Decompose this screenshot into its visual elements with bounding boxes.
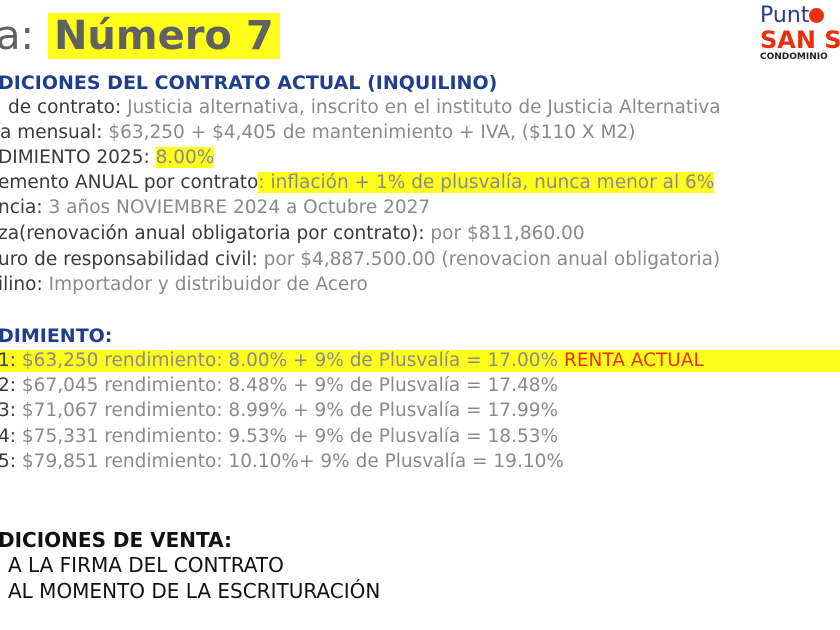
yield-row: 2: $67,045 rendimiento: 8.48% + 9% de Pl… <box>0 375 558 397</box>
logo-line2: SAN S <box>760 26 840 54</box>
contract-conditions-header: DICIONES DEL CONTRATO ACTUAL (INQUILINO) <box>0 72 498 94</box>
contract-row: ilino: Importador y distribuidor de Acer… <box>0 274 368 296</box>
row-label: emento ANUAL por contrato <box>0 172 259 193</box>
row-value: 8.00% <box>155 147 215 168</box>
sale-condition-item: A LA FIRMA DEL CONTRATO <box>8 553 284 577</box>
row-label: 1: <box>0 350 17 371</box>
logo-line1: Punt <box>760 3 810 28</box>
row-label: a mensual: <box>0 122 103 143</box>
yield-row: 5: $79,851 rendimiento: 10.10%+ 9% de Pl… <box>0 451 564 473</box>
row-value: $67,045 rendimiento: 8.48% + 9% de Plusv… <box>21 375 559 396</box>
current-rent-badge: RENTA ACTUAL <box>563 350 704 371</box>
row-value: $63,250 + $4,405 de mantenimiento + IVA,… <box>108 122 636 143</box>
row-label: ilino: <box>0 274 43 295</box>
title-prefix: a: <box>0 13 34 59</box>
row-value: $75,331 rendimiento: 9.53% + 9% de Plusv… <box>21 426 559 447</box>
row-label: uro de responsabilidad civil: <box>0 249 258 270</box>
row-label: 3: <box>0 400 17 421</box>
contract-row: ncia: 3 años NOVIEMBRE 2024 a Octubre 20… <box>0 197 430 219</box>
logo-row: Punt <box>760 4 840 28</box>
row-label: de contrato: <box>8 97 122 118</box>
row-label: 5: <box>0 451 17 472</box>
row-value: por $4,887.500.00 (renovacion anual obli… <box>263 249 721 270</box>
row-label: za(renovación anual obligatoria por cont… <box>0 223 425 244</box>
yield-row: 4: $75,331 rendimiento: 9.53% + 9% de Pl… <box>0 426 558 448</box>
contract-row: emento ANUAL por contrato: inflación + 1… <box>0 172 715 194</box>
row-value: por $811,860.00 <box>430 223 585 244</box>
contract-row: DIMIENTO 2025: 8.00% <box>0 147 215 169</box>
property-number: Número 7 <box>47 13 280 59</box>
logo-dot-icon <box>809 8 825 23</box>
sale-conditions-header: DICIONES DE VENTA: <box>0 528 232 552</box>
row-value: $79,851 rendimiento: 10.10%+ 9% de Plusv… <box>21 451 564 472</box>
row-value: $63,250 rendimiento: 8.00% + 9% de Plusv… <box>21 350 559 371</box>
yield-row-current: 1: $63,250 rendimiento: 8.00% + 9% de Pl… <box>0 350 840 372</box>
company-logo: Punt SAN S CONDOMINIO <box>760 4 840 63</box>
sale-condition-item: AL MOMENTO DE LA ESCRITURACIÓN <box>8 579 381 603</box>
row-value: 3 años NOVIEMBRE 2024 a Octubre 2027 <box>48 197 431 218</box>
row-value: Importador y distribuidor de Acero <box>48 274 368 295</box>
row-value: $71,067 rendimiento: 8.99% + 9% de Plusv… <box>21 400 559 421</box>
row-label: DIMIENTO 2025: <box>0 147 150 168</box>
row-label: 4: <box>0 426 17 447</box>
row-label: ncia: <box>0 197 43 218</box>
yield-row: 3: $71,067 rendimiento: 8.99% + 9% de Pl… <box>0 400 558 422</box>
row-value: : inflación + 1% de plusvalía, nunca men… <box>258 172 715 193</box>
contract-row: a mensual: $63,250 + $4,405 de mantenimi… <box>0 122 635 144</box>
document-title: a: Número 7 <box>0 10 280 62</box>
row-value: Justicia alternativa, inscrito en el ins… <box>127 97 721 118</box>
contract-row: za(renovación anual obligatoria por cont… <box>0 223 585 245</box>
contract-row: uro de responsabilidad civil: por $4,887… <box>0 249 720 271</box>
contract-row: de contrato: Justicia alternativa, inscr… <box>8 97 721 119</box>
row-label: 2: <box>0 375 17 396</box>
logo-line3: CONDOMINIO <box>760 52 828 62</box>
yield-header: DIMIENTO: <box>0 325 113 347</box>
